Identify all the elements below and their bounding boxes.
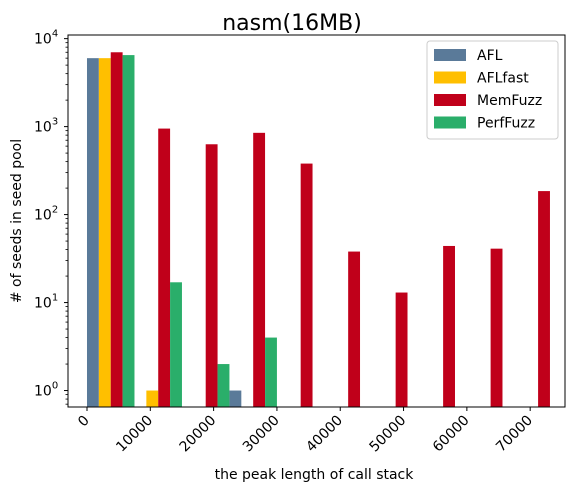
x-axis: 0 10000 20000 30000 40000 50000 60000 70000	[75, 407, 536, 455]
legend-swatch-memfuzz	[434, 94, 466, 106]
y-tick-exponent: 2	[52, 205, 58, 216]
y-tick-exponent: 3	[52, 117, 58, 128]
legend-swatch-perffuzz	[434, 116, 466, 129]
bar-perffuzz-3	[265, 337, 277, 407]
y-tick-exponent: 1	[52, 293, 58, 304]
x-tick-label: 70000	[493, 413, 536, 456]
x-tick-label: 60000	[430, 413, 473, 456]
legend-label-perffuzz: PerfFuzz	[477, 116, 535, 132]
y-tick-exponent: 0	[52, 381, 58, 392]
legend-label-memfuzz: MemFuzz	[477, 93, 542, 109]
y-tick-label: 100	[34, 381, 58, 400]
bar-afl-0	[86, 58, 99, 407]
y-axis-title: # of seeds in seed pool	[9, 139, 25, 303]
bar-memfuzz-7	[443, 245, 455, 407]
y-tick-label: 103	[34, 117, 58, 136]
legend-swatch-aflfast	[434, 71, 466, 84]
y-tick-label: 102	[34, 205, 58, 224]
bar-memfuzz-3	[253, 132, 266, 407]
bar-memfuzz-9	[538, 191, 550, 407]
bar-memfuzz-0	[110, 52, 123, 408]
bar-aflfast-0	[98, 58, 111, 407]
bar-memfuzz-5	[348, 251, 361, 407]
x-tick-label: 10000	[113, 413, 156, 456]
bar-perffuzz-0	[122, 55, 135, 407]
legend-label-afl: AFL	[477, 48, 503, 64]
legend-swatch-afl	[434, 49, 466, 61]
bar-memfuzz-8	[490, 248, 503, 407]
x-tick-label: 30000	[240, 413, 283, 456]
legend: AFL AFLfast MemFuzz PerfFuzz	[426, 40, 559, 140]
bar-perffuzz-2	[217, 364, 230, 407]
plot-frame	[67, 34, 566, 408]
x-tick-label: 20000	[177, 413, 220, 456]
bar-afl-3	[229, 390, 242, 407]
x-tick-label: 40000	[303, 413, 346, 456]
y-tick-exponent: 4	[52, 29, 58, 40]
x-tick-label: 0	[75, 413, 93, 431]
bars-group	[86, 52, 550, 408]
chart-title: nasm(16MB)	[222, 11, 362, 36]
bar-memfuzz-4	[300, 163, 313, 407]
bar-memfuzz-2	[205, 144, 218, 407]
y-tick-label: 101	[34, 293, 58, 312]
legend-label-aflfast: AFLfast	[477, 71, 529, 87]
y-tick-label: 104	[34, 29, 58, 48]
x-tick-label: 50000	[367, 413, 410, 456]
bar-memfuzz-1	[158, 128, 171, 407]
x-axis-title: the peak length of call stack	[215, 467, 415, 483]
legend-box	[426, 40, 559, 140]
bar-memfuzz-6	[395, 292, 408, 407]
bar-perffuzz-1	[170, 282, 182, 407]
bar-aflfast-1	[146, 390, 159, 407]
